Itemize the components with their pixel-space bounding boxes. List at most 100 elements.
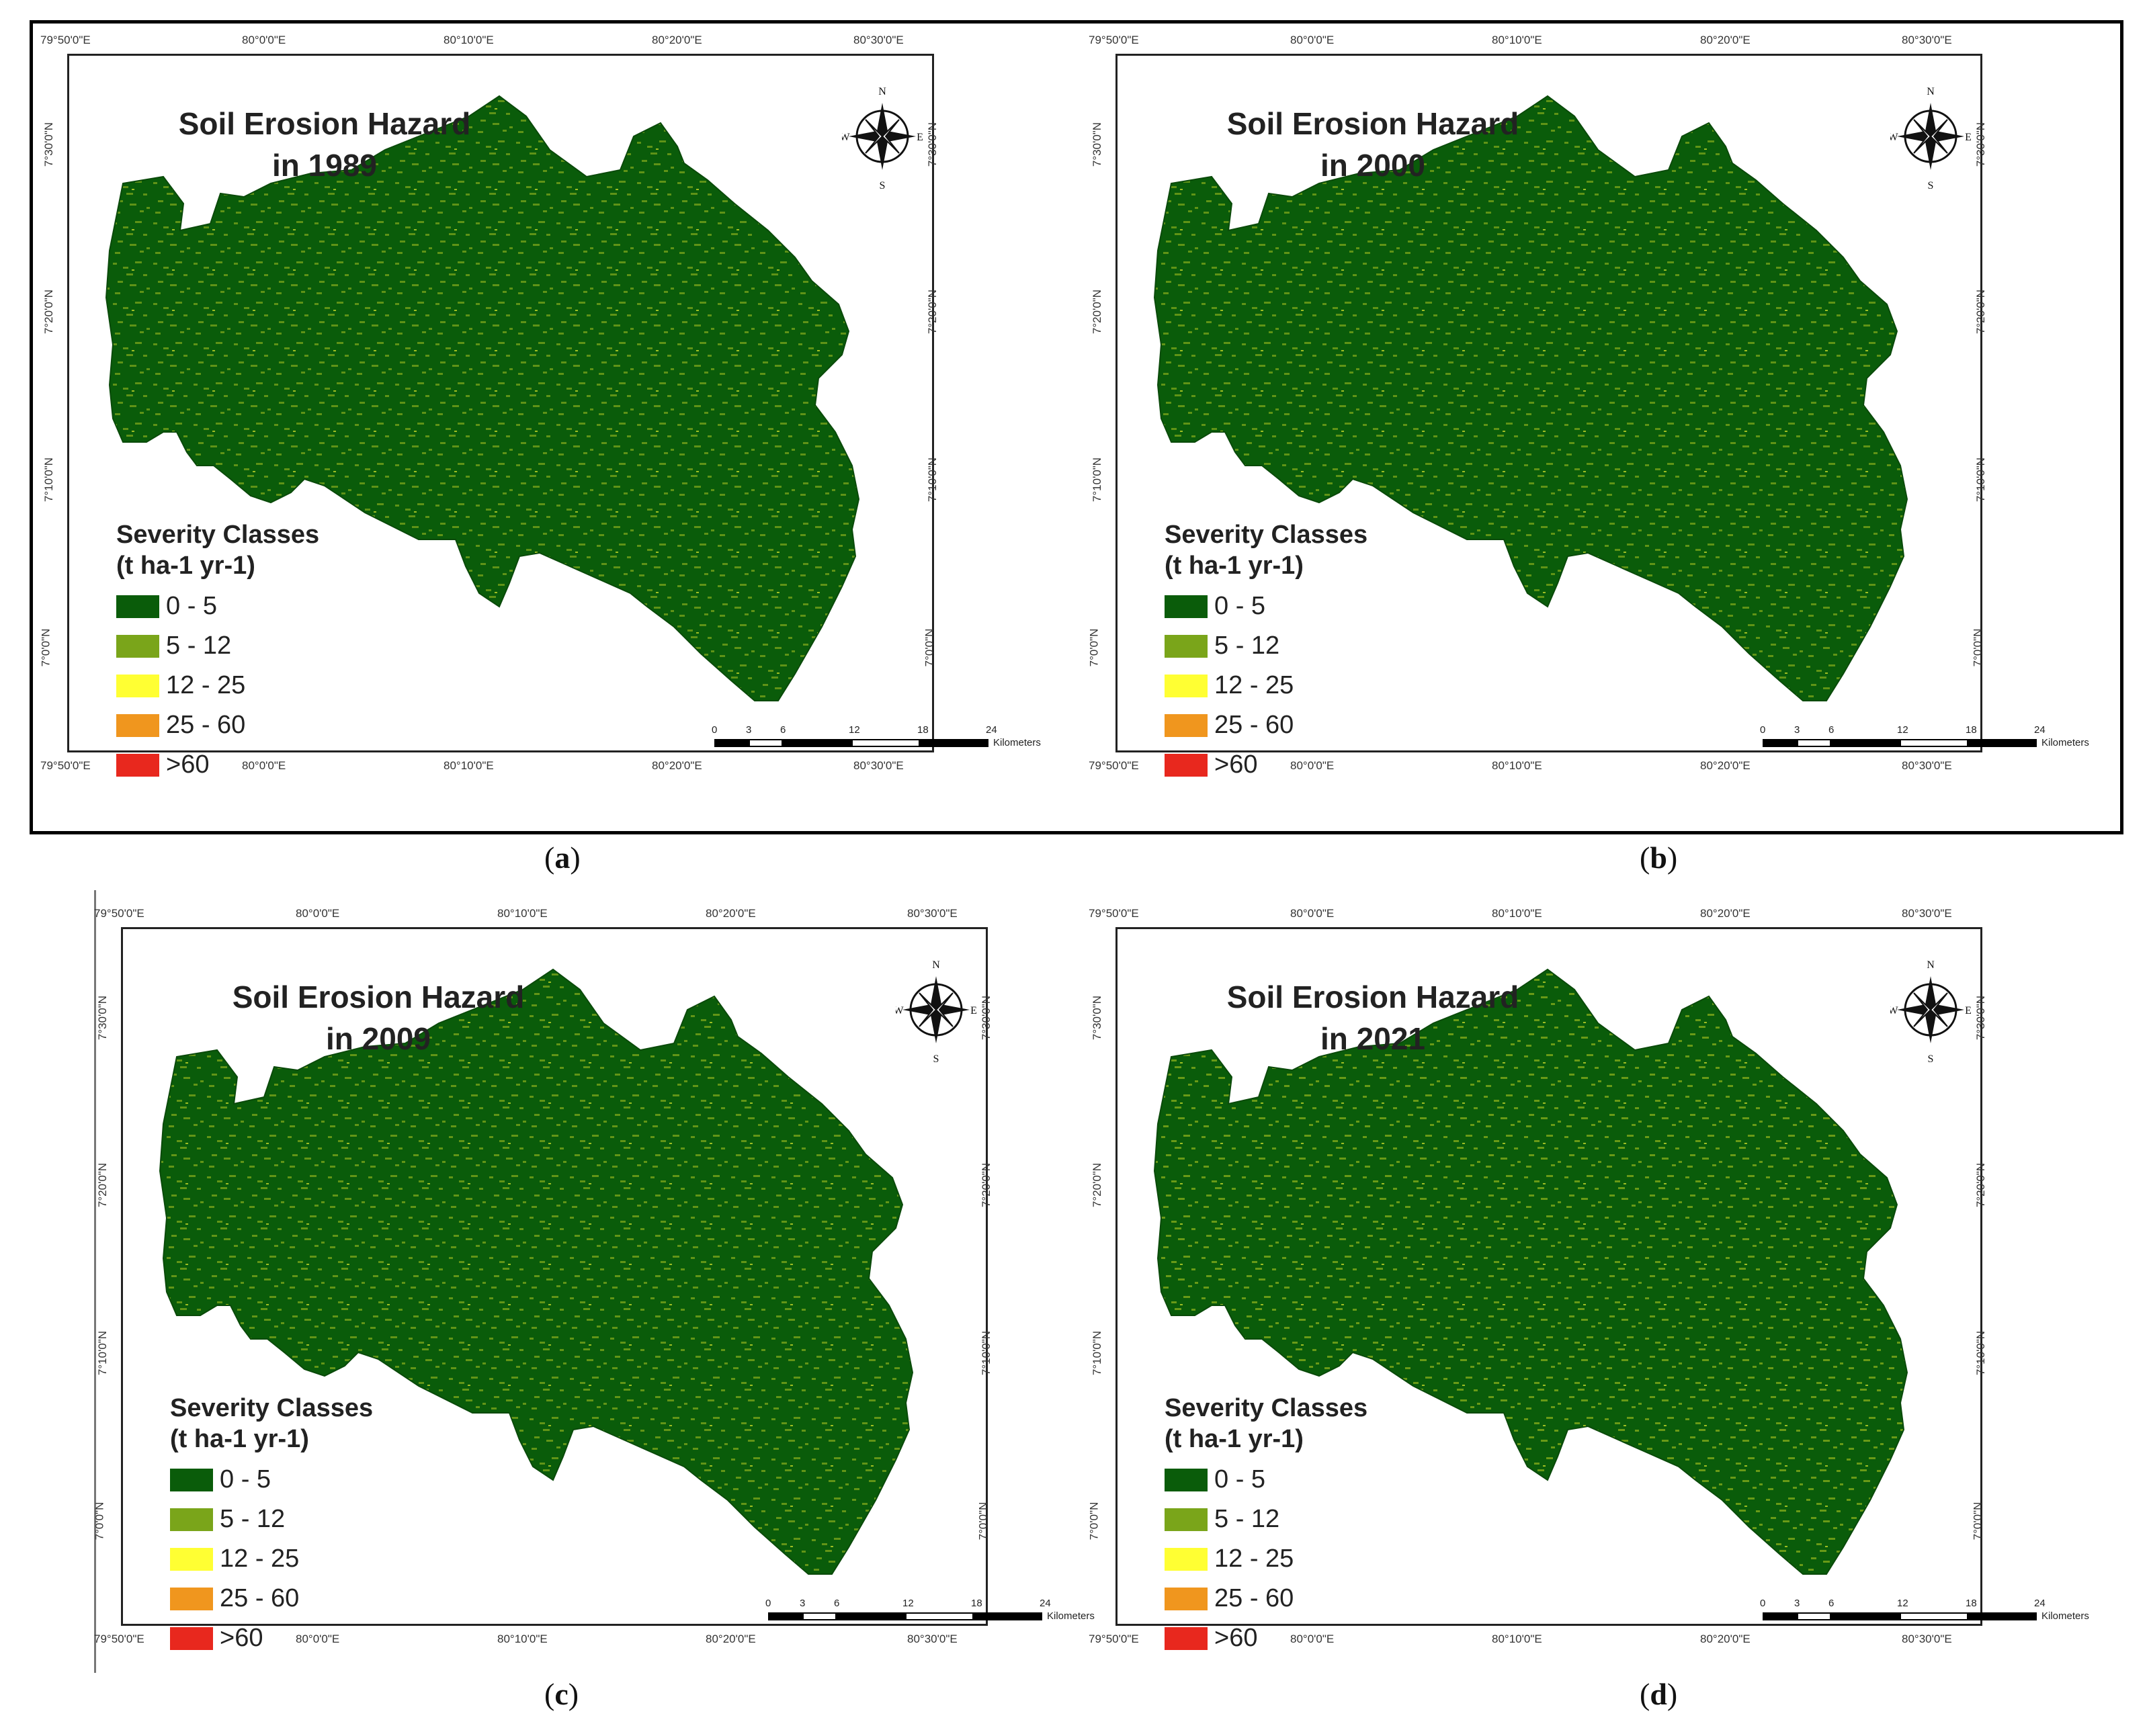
- legend-swatch: [116, 674, 159, 697]
- compass-w: W: [842, 132, 850, 143]
- top-row-frame: [30, 20, 2123, 834]
- legend-label: 25 - 60: [1214, 1584, 1294, 1612]
- legend-label: 5 - 12: [1214, 632, 1280, 660]
- longitude-label: 80°10'0"E: [1492, 34, 1542, 46]
- compass-n: N: [932, 959, 940, 971]
- latitude-label: 7°10'0"N: [1091, 457, 1104, 503]
- panel-label-b: (b): [1640, 840, 1678, 875]
- legend-item: 5 - 12: [1165, 626, 1367, 666]
- panel-label-letter: b: [1650, 840, 1667, 875]
- legend-label: 12 - 25: [1214, 1545, 1294, 1573]
- legend-item: 0 - 5: [170, 1460, 373, 1500]
- latitude-label: 7°30'0"N: [96, 995, 110, 1040]
- panel-label-letter: a: [554, 840, 571, 875]
- scale-segment: [1763, 739, 1797, 747]
- latitude-label: 7°30'0"N: [42, 122, 56, 167]
- scale-unit: Kilometers: [993, 737, 1041, 748]
- scale-bar: 0 3 6 12 18 24 Kilometers: [765, 1598, 1095, 1638]
- latitude-label: 7°10'0"N: [1974, 1330, 1988, 1376]
- scale-segment: [749, 739, 783, 747]
- compass-w: W: [896, 1005, 904, 1016]
- compass-n: N: [1927, 959, 1935, 971]
- latitude-label: 7°10'0"N: [1091, 1330, 1104, 1376]
- longitude-label: 80°30'0"E: [1902, 1633, 1952, 1645]
- scale-tick-label: 6: [780, 724, 786, 736]
- map-title-line1: Soil Erosion Hazard: [1226, 106, 1519, 141]
- latitude-label: 7°10'0"N: [42, 457, 56, 503]
- scale-segment: [1831, 1612, 1900, 1620]
- compass-e: E: [917, 132, 923, 143]
- longitude-label: 80°10'0"E: [444, 759, 494, 772]
- legend-label: 5 - 12: [166, 632, 232, 660]
- longitude-label: 80°0'0"E: [296, 1633, 340, 1645]
- scale-segment: [905, 1612, 974, 1620]
- map-panel-b: Soil Erosion Hazard in 2000 Severity Class…: [1048, 20, 2089, 793]
- legend-item: 12 - 25: [170, 1539, 373, 1579]
- north-arrow-icon: N S E W: [1888, 956, 1971, 1065]
- legend-item: 12 - 25: [1165, 666, 1367, 705]
- panel-label-a: (a): [544, 840, 581, 875]
- compass-s: S: [1928, 180, 1934, 190]
- scale-tick-label: 6: [1828, 1598, 1835, 1609]
- scale-tick-label: 12: [1897, 724, 1908, 736]
- panel-label-letter: c: [554, 1677, 568, 1711]
- legend-item: 0 - 5: [1165, 1460, 1367, 1500]
- bottom-left-rule: [94, 890, 96, 1673]
- scale-segment: [851, 739, 920, 747]
- scale-bar: 0 3 6 12 18 24 Kilometers: [1760, 1598, 2089, 1638]
- latitude-label: 7°0'0"N: [923, 628, 936, 666]
- legend-swatch: [1165, 1547, 1208, 1571]
- north-arrow-icon: N S E W: [893, 956, 976, 1065]
- legend-swatch: [1165, 1587, 1208, 1610]
- legend-label: 5 - 12: [220, 1505, 286, 1533]
- scale-tick-label: 6: [1828, 724, 1835, 736]
- map-title-line2: in 2021: [1320, 1021, 1425, 1056]
- scale-tick-label: 18: [917, 724, 929, 736]
- latitude-label: 7°20'0"N: [1974, 1163, 1988, 1208]
- panel-label-letter: d: [1650, 1677, 1667, 1711]
- compass-s: S: [1928, 1053, 1934, 1064]
- legend-item: 25 - 60: [116, 705, 319, 745]
- longitude-label: 80°0'0"E: [1290, 1633, 1335, 1645]
- legend-title: Severity Classes: [1165, 521, 1368, 549]
- legend-title: Severity Classes: [170, 1394, 374, 1422]
- longitude-label: 80°0'0"E: [296, 907, 340, 920]
- longitude-label: 80°30'0"E: [853, 34, 904, 46]
- legend-unit: (t ha-1 yr-1): [1165, 552, 1304, 580]
- longitude-label: 80°0'0"E: [1290, 34, 1335, 46]
- compass-e: E: [1965, 1005, 1971, 1016]
- legend-label: 5 - 12: [1214, 1505, 1280, 1533]
- scale-tick-label: 18: [1966, 1598, 1977, 1609]
- longitude-label: 79°50'0"E: [94, 1633, 144, 1645]
- scale-segment: [1797, 739, 1831, 747]
- severity-legend: Severity Classes (t ha-1 yr-1) 0 - 5 5 - 12…: [116, 519, 319, 785]
- longitude-label: 80°0'0"E: [1290, 907, 1335, 920]
- scale-segment: [1968, 1612, 2037, 1620]
- longitude-label: 80°0'0"E: [1290, 759, 1335, 772]
- scale-tick-label: 0: [712, 724, 718, 736]
- legend-item: 25 - 60: [170, 1579, 373, 1618]
- scale-unit: Kilometers: [2041, 1610, 2089, 1622]
- scale-tick-label: 12: [902, 1598, 914, 1609]
- longitude-label: 80°20'0"E: [652, 759, 702, 772]
- longitude-label: 80°20'0"E: [1700, 34, 1751, 46]
- scale-segment: [714, 739, 749, 747]
- legend-label: 0 - 5: [1214, 1465, 1266, 1493]
- scale-segment: [1968, 739, 2037, 747]
- legend-swatch: [1165, 1626, 1208, 1650]
- longitude-label: 80°20'0"E: [1700, 759, 1751, 772]
- legend-label: >60: [220, 1624, 263, 1652]
- legend-swatch: [170, 1468, 213, 1491]
- watershed-region: [1153, 968, 1908, 1575]
- map-panel-c: Soil Erosion Hazard in 2009 Severity Class…: [54, 894, 1095, 1666]
- map-panel-a: Soil Erosion Hazard in 1989 Severity Class…: [0, 20, 1040, 793]
- latitude-label: 7°10'0"N: [980, 1330, 993, 1376]
- scale-segment: [1797, 1612, 1831, 1620]
- legend-swatch: [170, 1508, 213, 1531]
- severity-legend: Severity Classes (t ha-1 yr-1) 0 - 5 5 - 12…: [170, 1393, 373, 1658]
- longitude-label: 80°10'0"E: [1492, 759, 1542, 772]
- latitude-label: 7°0'0"N: [1087, 628, 1101, 666]
- legend-label: 12 - 25: [1214, 671, 1294, 699]
- legend-swatch: [170, 1587, 213, 1610]
- map-title-line1: Soil Erosion Hazard: [1226, 980, 1519, 1014]
